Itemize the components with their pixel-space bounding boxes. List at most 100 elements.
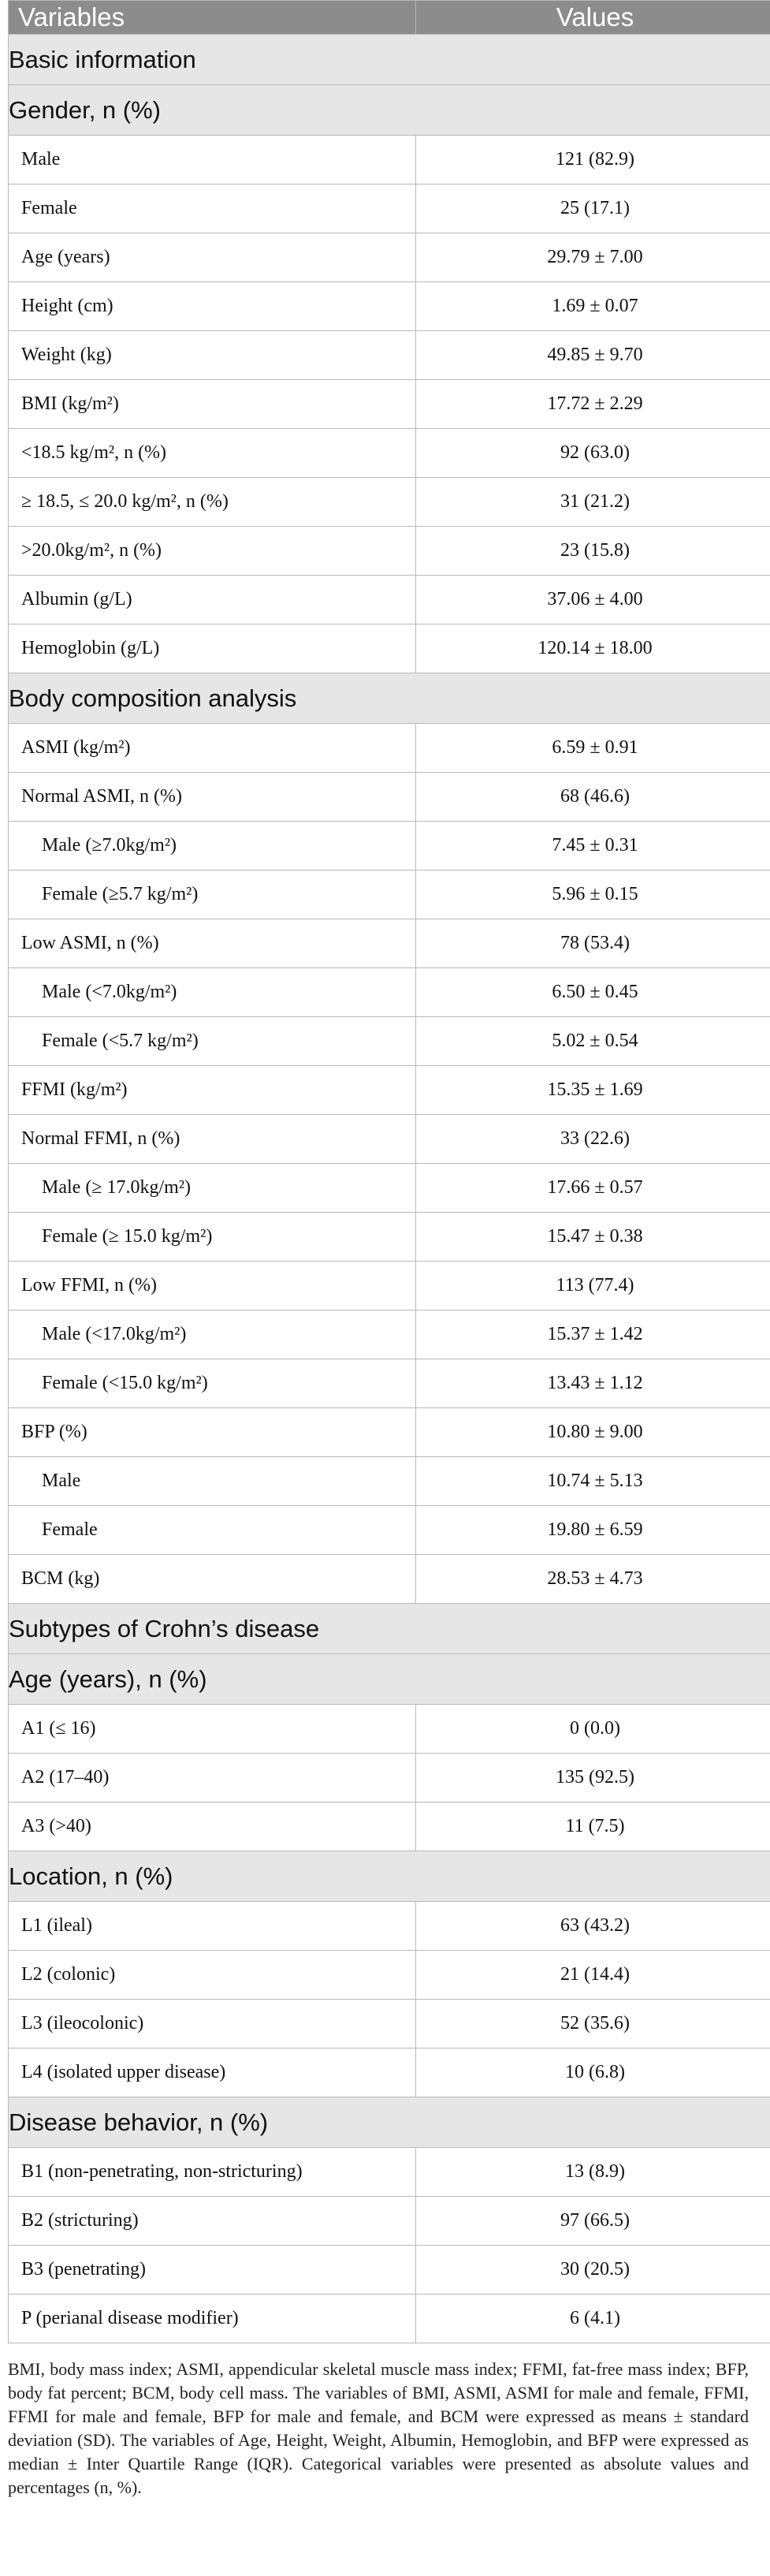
row-label: B3 (penetrating) <box>8 2245 416 2295</box>
table-row: Female 19.80 ± 6.59 <box>8 1505 770 1555</box>
section-title: Gender, n (%) <box>8 84 770 136</box>
row-label: Male (<17.0kg/m²) <box>8 1310 416 1359</box>
row-value: 13 (8.9) <box>415 2147 770 2197</box>
row-value: 33 (22.6) <box>415 1114 770 1164</box>
row-value: 120.14 ± 18.00 <box>415 624 770 673</box>
row-value: 28.53 ± 4.73 <box>415 1554 770 1604</box>
row-label: Hemoglobin (g/L) <box>8 624 416 673</box>
row-label: L3 (ileocolonic) <box>8 1999 416 2048</box>
row-label: B1 (non-penetrating, non-stricturing) <box>8 2147 416 2197</box>
row-value: 15.35 ± 1.69 <box>415 1065 770 1115</box>
row-value: 25 (17.1) <box>415 184 770 233</box>
section-header-row: Location, n (%) <box>8 1851 770 1902</box>
row-value: 97 (66.5) <box>415 2196 770 2246</box>
table-row: Male (<17.0kg/m²) 15.37 ± 1.42 <box>8 1310 770 1359</box>
section-title: Basic information <box>8 34 770 85</box>
table-row: Female (≥5.7 kg/m²) 5.96 ± 0.15 <box>8 870 770 919</box>
row-value: 29.79 ± 7.00 <box>415 233 770 282</box>
row-value: 11 (7.5) <box>415 1802 770 1851</box>
header-variables: Variables <box>8 0 416 35</box>
table-body: Basic information Gender, n (%) Male 121 (8… <box>8 34 770 2343</box>
table-row: Albumin (g/L) 37.06 ± 4.00 <box>8 575 770 624</box>
row-label: L1 (ileal) <box>8 1901 416 1951</box>
row-value: 121 (82.9) <box>415 135 770 185</box>
row-label: BMI (kg/m²) <box>8 379 416 429</box>
row-value: 0 (0.0) <box>415 1704 770 1754</box>
table-row: Female (<5.7 kg/m²) 5.02 ± 0.54 <box>8 1016 770 1066</box>
row-label: P (perianal disease modifier) <box>8 2294 416 2343</box>
row-label: Male <box>8 135 416 185</box>
row-value: 5.96 ± 0.15 <box>415 870 770 919</box>
row-value: 135 (92.5) <box>415 1753 770 1802</box>
table-row: <18.5 kg/m², n (%) 92 (63.0) <box>8 428 770 478</box>
table-row: BCM (kg) 28.53 ± 4.73 <box>8 1554 770 1604</box>
row-label: <18.5 kg/m², n (%) <box>8 428 416 478</box>
table-row: Female 25 (17.1) <box>8 184 770 233</box>
table-row: Height (cm) 1.69 ± 0.07 <box>8 281 770 331</box>
row-label: >20.0kg/m², n (%) <box>8 526 416 576</box>
table-row: A1 (≤ 16) 0 (0.0) <box>8 1704 770 1754</box>
row-label: BCM (kg) <box>8 1554 416 1604</box>
row-value: 21 (14.4) <box>415 1950 770 2000</box>
row-value: 31 (21.2) <box>415 477 770 527</box>
table-row: Male (≥ 17.0kg/m²) 17.66 ± 0.57 <box>8 1163 770 1213</box>
row-label: Female (≥ 15.0 kg/m²) <box>8 1212 416 1262</box>
table-row: P (perianal disease modifier) 6 (4.1) <box>8 2294 770 2343</box>
section-title: Subtypes of Crohn’s disease <box>8 1603 770 1654</box>
table-row: Male (≥7.0kg/m²) 7.45 ± 0.31 <box>8 821 770 870</box>
table-row: Normal ASMI, n (%) 68 (46.6) <box>8 772 770 822</box>
row-label: Male (≥7.0kg/m²) <box>8 821 416 870</box>
table-header: Variables Values <box>8 0 770 35</box>
row-label: FFMI (kg/m²) <box>8 1065 416 1115</box>
row-value: 5.02 ± 0.54 <box>415 1016 770 1066</box>
table-row: Normal FFMI, n (%) 33 (22.6) <box>8 1114 770 1164</box>
table-row: L3 (ileocolonic) 52 (35.6) <box>8 1999 770 2048</box>
table-row: >20.0kg/m², n (%) 23 (15.8) <box>8 526 770 576</box>
table-row: Female (≥ 15.0 kg/m²) 15.47 ± 0.38 <box>8 1212 770 1262</box>
row-value: 6.50 ± 0.45 <box>415 967 770 1017</box>
row-value: 19.80 ± 6.59 <box>415 1505 770 1555</box>
row-label: BFP (%) <box>8 1407 416 1457</box>
table-row: Male 121 (82.9) <box>8 135 770 185</box>
row-value: 7.45 ± 0.31 <box>415 821 770 870</box>
row-value: 6 (4.1) <box>415 2294 770 2343</box>
table-row: Weight (kg) 49.85 ± 9.70 <box>8 330 770 380</box>
row-value: 1.69 ± 0.07 <box>415 281 770 331</box>
section-title: Location, n (%) <box>8 1851 770 1902</box>
section-title: Body composition analysis <box>8 673 770 724</box>
row-value: 10.74 ± 5.13 <box>415 1456 770 1506</box>
table-row: L4 (isolated upper disease) 10 (6.8) <box>8 2048 770 2097</box>
row-label: Normal FFMI, n (%) <box>8 1114 416 1164</box>
table-footnote: BMI, body mass index; ASMI, appendicular… <box>8 2359 749 2497</box>
row-label: Normal ASMI, n (%) <box>8 772 416 822</box>
table-row: Hemoglobin (g/L) 120.14 ± 18.00 <box>8 624 770 673</box>
table-row: BMI (kg/m²) 17.72 ± 2.29 <box>8 379 770 429</box>
row-label: Female (≥5.7 kg/m²) <box>8 870 416 919</box>
header-values: Values <box>415 0 770 35</box>
row-label: Female <box>8 184 416 233</box>
table-row: L2 (colonic) 21 (14.4) <box>8 1950 770 2000</box>
row-label: Male (<7.0kg/m²) <box>8 967 416 1017</box>
table-row: B1 (non-penetrating, non-stricturing) 13 … <box>8 2147 770 2197</box>
row-value: 92 (63.0) <box>415 428 770 478</box>
row-label: Low ASMI, n (%) <box>8 919 416 968</box>
row-label: A3 (>40) <box>8 1802 416 1851</box>
table-row: A2 (17–40) 135 (92.5) <box>8 1753 770 1802</box>
row-value: 78 (53.4) <box>415 919 770 968</box>
section-title: Age (years), n (%) <box>8 1653 770 1705</box>
section-header-row: Subtypes of Crohn’s disease <box>8 1603 770 1654</box>
section-header-row: Disease behavior, n (%) <box>8 2097 770 2148</box>
table-row: FFMI (kg/m²) 15.35 ± 1.69 <box>8 1065 770 1115</box>
row-value: 10.80 ± 9.00 <box>415 1407 770 1457</box>
row-label: B2 (stricturing) <box>8 2196 416 2246</box>
row-label: ASMI (kg/m²) <box>8 723 416 773</box>
row-value: 113 (77.4) <box>415 1261 770 1310</box>
data-table: Variables Values Basic information Gender… <box>8 0 770 2343</box>
table-row: ASMI (kg/m²) 6.59 ± 0.91 <box>8 723 770 773</box>
row-value: 15.37 ± 1.42 <box>415 1310 770 1359</box>
row-value: 49.85 ± 9.70 <box>415 330 770 380</box>
table-row: Female (<15.0 kg/m²) 13.43 ± 1.12 <box>8 1359 770 1408</box>
row-label: ≥ 18.5, ≤ 20.0 kg/m², n (%) <box>8 477 416 527</box>
table-row: Low ASMI, n (%) 78 (53.4) <box>8 919 770 968</box>
section-title: Disease behavior, n (%) <box>8 2097 770 2148</box>
